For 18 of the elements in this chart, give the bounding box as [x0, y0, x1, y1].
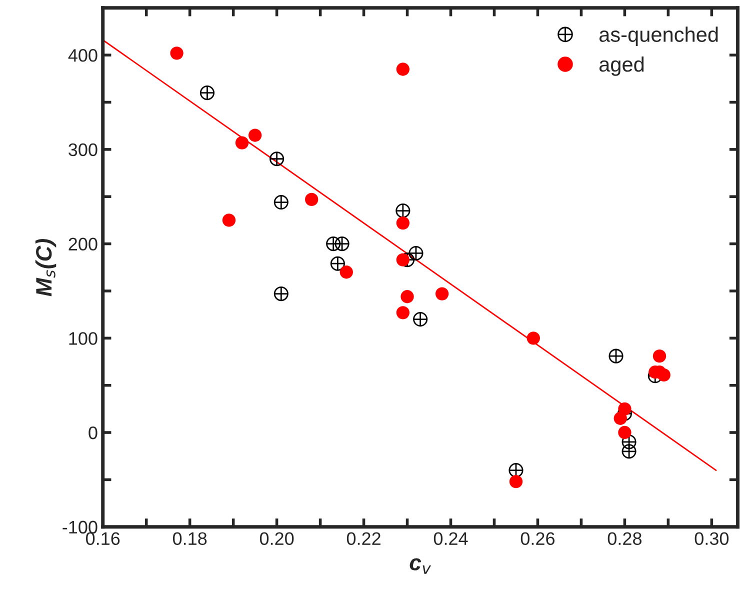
x-tick-label: 0.28 [608, 532, 642, 545]
x-tick-label: 0.18 [172, 532, 207, 545]
legend-label: aged [599, 56, 644, 76]
x-tick-label: 0.16 [86, 532, 120, 545]
x-axis-title: c$_{v}$ [410, 558, 432, 574]
y-tick-label: -100 [62, 520, 98, 534]
x-tick-label: 0.30 [694, 532, 729, 545]
y-axis-title: M$_{s}$(C) [35, 238, 56, 296]
legend-label: as-quenched [599, 26, 718, 46]
y-tick-label: 400 [68, 49, 98, 62]
x-tick-label: 0.22 [346, 532, 380, 545]
x-tick-label: 0.20 [260, 532, 294, 545]
x-tick-label: 0.26 [520, 532, 555, 545]
y-tick-label: 200 [68, 238, 98, 251]
y-tick-label: 0 [88, 426, 98, 440]
x-tick-label: 0.24 [434, 532, 468, 545]
y-tick-label: 300 [68, 143, 98, 156]
y-tick-label: 100 [69, 332, 98, 345]
